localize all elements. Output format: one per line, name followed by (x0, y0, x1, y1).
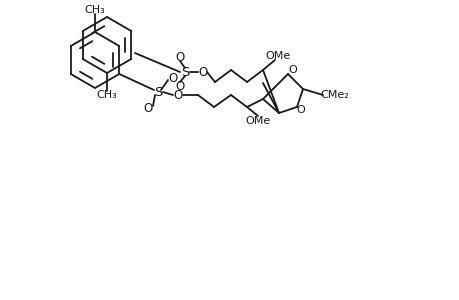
Text: OMe: OMe (265, 51, 290, 61)
Text: O: O (175, 50, 184, 64)
Text: CMe₂: CMe₂ (320, 90, 349, 100)
Text: S: S (180, 65, 189, 79)
Text: S: S (153, 85, 162, 98)
Text: CH₃: CH₃ (96, 90, 117, 100)
Text: O: O (168, 71, 177, 85)
Text: O: O (198, 65, 207, 79)
Text: O: O (296, 105, 305, 115)
Text: O: O (143, 101, 152, 115)
Text: O: O (288, 65, 297, 75)
Text: OMe: OMe (245, 116, 270, 126)
Text: CH₃: CH₃ (84, 5, 105, 15)
Text: O: O (173, 88, 182, 101)
Text: O: O (175, 80, 184, 92)
